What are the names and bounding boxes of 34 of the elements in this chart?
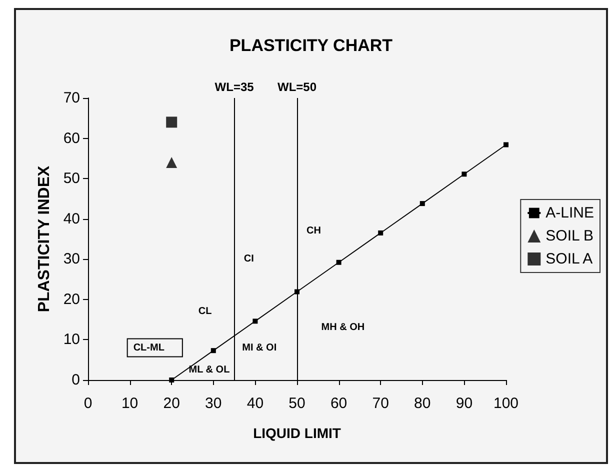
x-tick-label: 60 [330,395,348,412]
annotation: ML & OL [188,364,230,376]
x-tick-label: 30 [205,395,222,412]
ref-line-label: WL=35 [214,80,254,94]
x-tick-label: 40 [246,395,264,412]
annotation: CI [244,254,254,265]
annotation: MH & OH [321,322,365,334]
annotation: CL [198,306,212,318]
x-tick-label: 50 [288,395,306,412]
chart-title: PLASTICITY CHART [229,36,394,55]
ref-line-label: WL=50 [277,80,317,94]
annotation: CH [306,225,321,236]
x-axis-title: LIQUID LIMIT [253,425,342,441]
y-tick-label: 50 [63,170,80,188]
legend-label: SOIL A [546,250,593,268]
y-tick-label: 0 [72,372,80,388]
x-tick-label: 0 [84,395,92,412]
x-tick-label: 100 [493,395,519,412]
y-tick-label: 30 [63,250,80,268]
x-tick-label: 20 [163,395,180,412]
y-tick-label: 20 [63,290,80,308]
annotation: MI & OI [242,342,277,354]
y-tick-label: 70 [63,90,80,106]
x-tick-label: 70 [372,395,389,412]
x-tick-label: 80 [414,395,431,412]
annotation: CL-ML [133,342,164,354]
y-axis-title: PLASTICITY INDEX [36,165,53,312]
y-tick-label: 40 [63,210,80,228]
y-tick-label: 10 [63,331,80,348]
x-tick-label: 10 [121,395,138,412]
legend-label: SOIL B [546,228,594,244]
legend-label: A-LINE [546,204,594,222]
x-tick-label: 90 [456,395,473,412]
y-tick-label: 60 [63,130,80,147]
